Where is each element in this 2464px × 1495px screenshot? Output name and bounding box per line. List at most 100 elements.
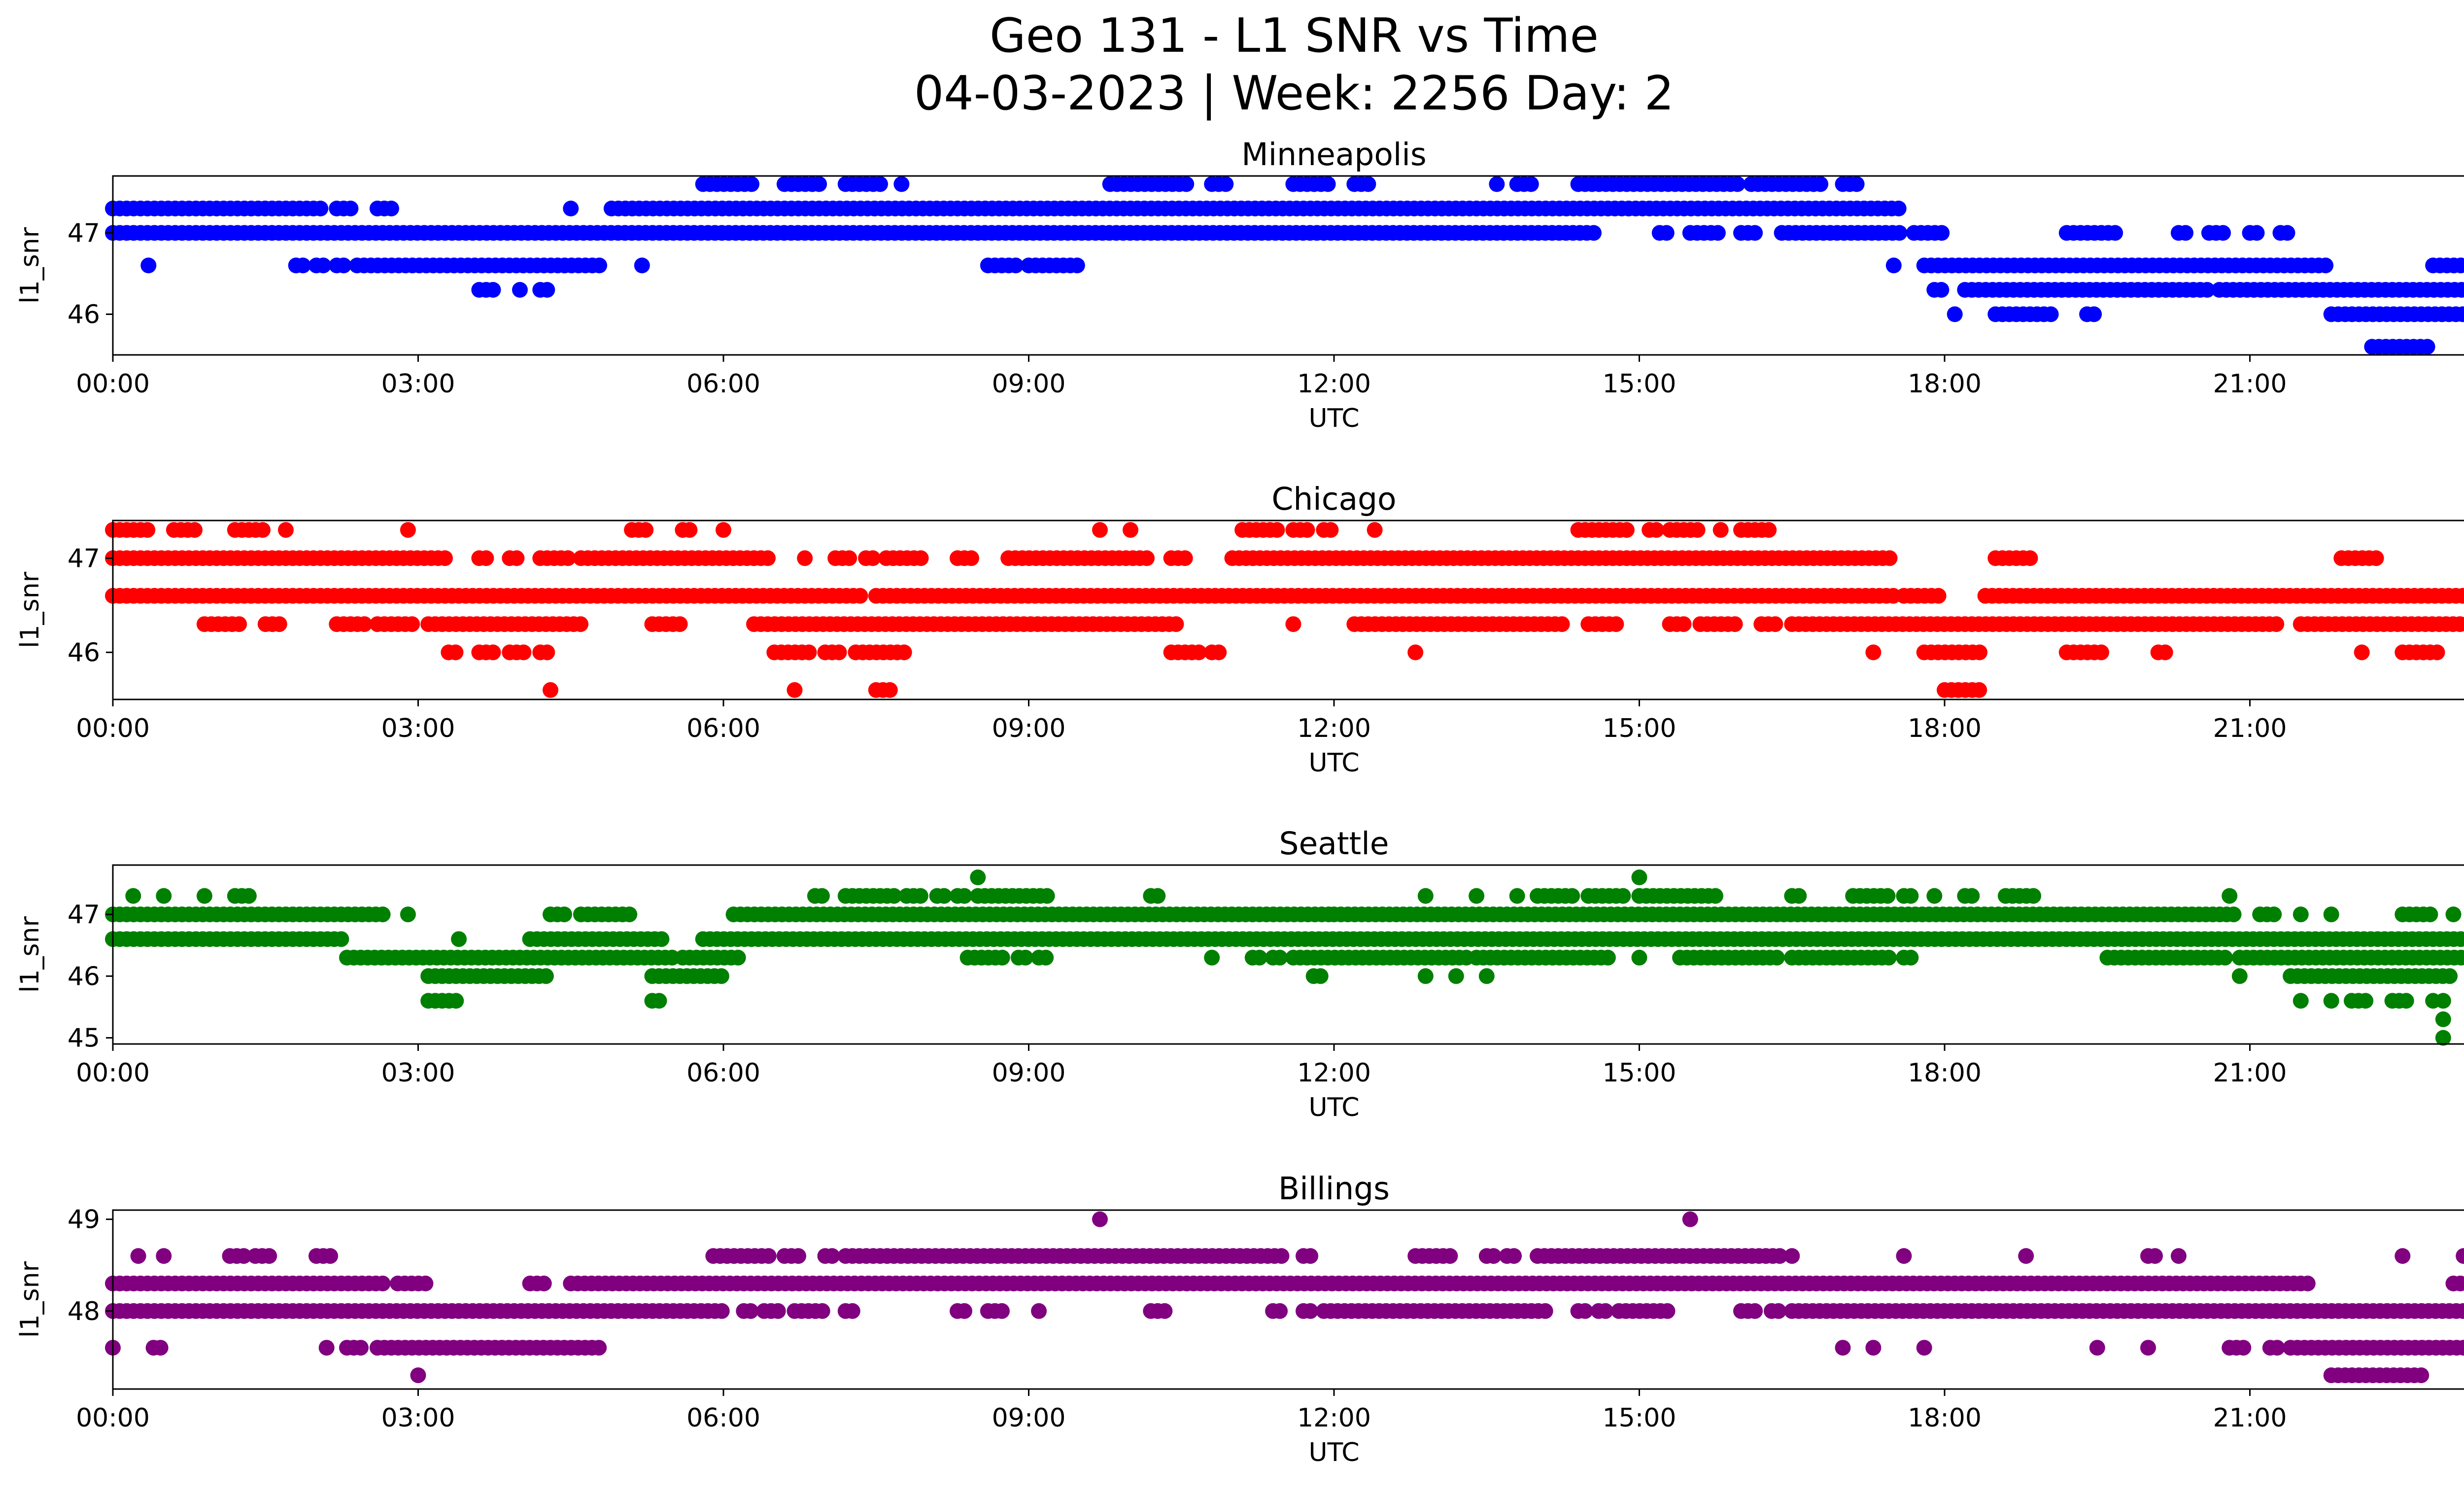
data-point: [512, 282, 528, 298]
data-point: [1168, 616, 1184, 632]
data-point: [865, 550, 881, 566]
data-point: [2318, 257, 2334, 274]
x-tick-label: 00:00: [76, 1403, 150, 1433]
data-point: [2215, 225, 2231, 241]
data-point: [538, 968, 554, 984]
data-point: [231, 616, 247, 632]
data-point: [1600, 949, 1616, 966]
data-point: [2459, 617, 2464, 632]
data-point: [573, 616, 589, 632]
data-point: [261, 1248, 277, 1264]
data-point: [1564, 888, 1580, 904]
data-point: [2454, 282, 2464, 298]
data-point: [1139, 550, 1155, 566]
data-point: [2422, 906, 2438, 923]
data-point: [672, 616, 688, 632]
x-axis-label: UTC: [1308, 748, 1359, 778]
data-point: [1729, 176, 1745, 192]
y-axis: 46 47 l1_snr: [15, 544, 113, 667]
data-point: [1092, 1211, 1108, 1227]
data-point: [312, 201, 329, 216]
series-points: [105, 1211, 2464, 1384]
data-point: [994, 949, 1010, 966]
data-point: [543, 682, 558, 698]
data-point: [957, 888, 972, 904]
data-point: [2293, 906, 2309, 923]
data-point: [2429, 644, 2445, 661]
data-point: [1890, 201, 1907, 216]
snr-band: [471, 282, 2464, 298]
data-point: [1689, 522, 1706, 538]
snr-band: [1947, 306, 2464, 322]
data-point: [539, 282, 555, 298]
data-point: [2225, 906, 2242, 923]
data-point: [2249, 225, 2265, 241]
data-point: [634, 257, 650, 274]
data-point: [896, 644, 912, 661]
x-tick-label: 12:00: [1297, 1058, 1371, 1088]
data-point: [1157, 1303, 1173, 1319]
data-point: [336, 257, 352, 274]
data-point: [730, 949, 746, 966]
data-point: [448, 993, 464, 1009]
data-point: [563, 201, 579, 216]
y-axis: 48 49 l1_snr: [15, 1205, 113, 1338]
data-point: [1761, 522, 1777, 538]
data-point: [400, 522, 416, 538]
y-tick-label: 45: [68, 1023, 100, 1053]
data-point: [893, 176, 910, 192]
x-tick-label: 15:00: [1603, 369, 1677, 399]
y-tick-label: 47: [68, 219, 100, 248]
data-point: [994, 1303, 1010, 1319]
data-point: [1813, 176, 1829, 192]
x-tick-label: 09:00: [992, 714, 1066, 743]
snr-band: [105, 522, 1777, 538]
data-point: [515, 644, 532, 661]
data-point: [2358, 993, 2374, 1009]
data-point: [196, 888, 212, 904]
data-point: [1926, 888, 1943, 904]
data-point: [2147, 1248, 2163, 1264]
y-tick-label: 47: [68, 900, 100, 930]
x-axis: 00:00 03:00 06:00 09:00 12:00 15:00 18:00 21:00…: [76, 355, 2287, 433]
data-point: [295, 257, 311, 274]
data-point: [2462, 309, 2464, 320]
subplot-title: Billings: [1278, 1171, 1390, 1207]
x-tick-label: 18:00: [1908, 1058, 1982, 1088]
data-point: [485, 644, 501, 661]
data-point: [2460, 932, 2464, 946]
data-point: [1251, 949, 1267, 966]
data-point: [1769, 949, 1785, 966]
data-point: [356, 616, 373, 632]
x-axis: 00:00 03:00 06:00 09:00 12:00 15:00 18:00 21:00…: [76, 1389, 2287, 1467]
data-point: [682, 522, 698, 538]
y-axis-label: l1_snr: [15, 227, 45, 304]
data-point: [770, 1303, 786, 1319]
data-point: [1017, 949, 1033, 966]
data-point: [2455, 306, 2464, 322]
data-point: [2395, 1248, 2411, 1264]
data-point: [1323, 522, 1339, 538]
data-point: [2452, 1275, 2464, 1291]
data-point: [417, 1275, 434, 1291]
data-point: [1676, 616, 1692, 632]
data-point: [2462, 590, 2464, 601]
data-point: [556, 906, 572, 923]
data-point: [2235, 1340, 2252, 1356]
data-point: [1767, 616, 1783, 632]
data-point: [1039, 888, 1055, 904]
x-tick-label: 03:00: [381, 714, 455, 743]
data-point: [1417, 888, 1434, 904]
snr-band: [125, 888, 2238, 904]
data-point: [2107, 225, 2123, 241]
data-point: [1218, 176, 1234, 192]
figure-title-line1: Geo 131 - L1 SNR vs Time: [990, 9, 1599, 63]
snr-band: [420, 968, 2458, 984]
data-point: [1273, 1248, 1290, 1264]
y-tick-label: 46: [68, 962, 100, 991]
data-point: [1971, 682, 1987, 698]
data-point: [744, 176, 759, 192]
data-point: [1930, 588, 1947, 604]
